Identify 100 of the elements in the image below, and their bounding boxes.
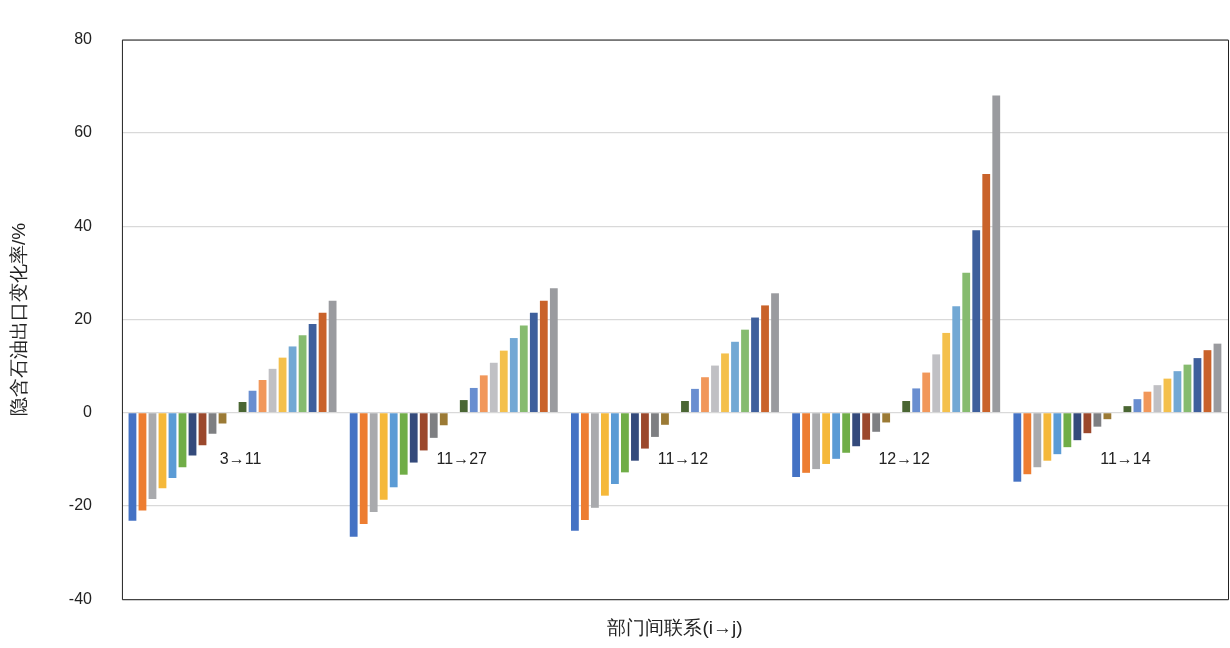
bar <box>711 365 719 413</box>
bar <box>1133 399 1142 413</box>
bar <box>509 338 518 413</box>
bar <box>439 413 448 426</box>
bar <box>1073 413 1082 441</box>
x-tick-label: 12→12 <box>878 450 931 468</box>
bar <box>148 413 157 499</box>
bar <box>288 346 297 413</box>
bar <box>539 300 548 413</box>
bar <box>1173 371 1182 413</box>
bar <box>128 413 137 521</box>
y-tick-label: -40 <box>68 589 93 607</box>
bar <box>691 388 699 413</box>
bar <box>641 413 649 449</box>
bar <box>751 317 759 413</box>
bar <box>922 372 931 413</box>
bar <box>1083 413 1092 434</box>
bar <box>419 413 428 451</box>
bar <box>611 413 619 485</box>
bar <box>1103 413 1112 420</box>
bar <box>651 413 659 437</box>
bar <box>429 413 438 438</box>
bar <box>168 413 177 478</box>
bar <box>409 413 418 463</box>
bar <box>842 413 851 453</box>
y-tick-label: 80 <box>74 30 93 48</box>
y-tick-label: 60 <box>74 123 93 141</box>
bar <box>761 305 769 413</box>
bar <box>982 173 991 413</box>
bar <box>942 332 951 413</box>
bar <box>570 413 579 531</box>
bar <box>992 95 1001 413</box>
bar <box>621 413 629 473</box>
bar <box>1153 385 1162 413</box>
bar <box>601 413 609 496</box>
bar <box>389 413 398 488</box>
y-tick-label: -20 <box>68 496 93 514</box>
bar <box>731 341 739 413</box>
bar <box>1033 413 1042 468</box>
bar <box>771 293 779 413</box>
bar <box>459 400 468 413</box>
bar <box>1123 406 1132 413</box>
bar <box>872 413 881 432</box>
y-tick-label: 40 <box>74 216 93 234</box>
bar <box>359 413 368 525</box>
x-tick-label: 11→27 <box>436 450 488 468</box>
bar <box>258 380 267 413</box>
bar <box>519 325 528 413</box>
x-tick-label: 3→11 <box>219 450 262 468</box>
bar <box>158 413 167 489</box>
bar <box>479 375 488 413</box>
bar <box>1063 413 1072 448</box>
bar <box>1013 413 1022 482</box>
bar <box>178 413 187 468</box>
bar <box>308 324 317 413</box>
bar <box>822 413 831 464</box>
bar <box>721 353 729 413</box>
bar <box>802 413 811 473</box>
bar <box>138 413 147 511</box>
y-tick-label: 0 <box>83 403 93 421</box>
bar <box>1203 350 1212 413</box>
bar <box>198 413 207 446</box>
bar <box>962 272 971 413</box>
bar <box>349 413 358 537</box>
bar <box>318 312 327 413</box>
x-tick-label: 11→14 <box>1100 450 1151 468</box>
bar <box>1043 413 1052 461</box>
bar <box>832 413 841 459</box>
bar <box>580 413 589 520</box>
bar <box>741 329 749 413</box>
bar <box>379 413 388 500</box>
bar <box>631 413 639 461</box>
x-tick-label: 11→12 <box>657 450 709 468</box>
bar <box>1093 413 1102 427</box>
bar <box>188 413 197 456</box>
bar <box>902 401 911 413</box>
bar <box>469 387 478 413</box>
bar <box>399 413 408 475</box>
bar <box>932 354 941 413</box>
bar <box>1023 413 1032 475</box>
bar <box>549 288 558 413</box>
bar <box>208 413 217 434</box>
bar <box>952 306 961 413</box>
bar <box>1193 358 1202 413</box>
bar <box>812 413 821 470</box>
bar <box>1053 413 1062 455</box>
bar <box>852 413 861 447</box>
bar <box>862 413 871 440</box>
bar <box>972 230 981 413</box>
bar <box>489 362 498 413</box>
bar <box>328 300 337 413</box>
y-tick-label: 20 <box>74 309 93 327</box>
bar <box>912 388 921 413</box>
bar <box>661 413 669 425</box>
bar <box>591 413 599 508</box>
bar <box>792 413 801 478</box>
bar <box>298 335 307 413</box>
bar <box>701 377 709 413</box>
bar <box>529 312 538 413</box>
bar <box>882 413 891 423</box>
